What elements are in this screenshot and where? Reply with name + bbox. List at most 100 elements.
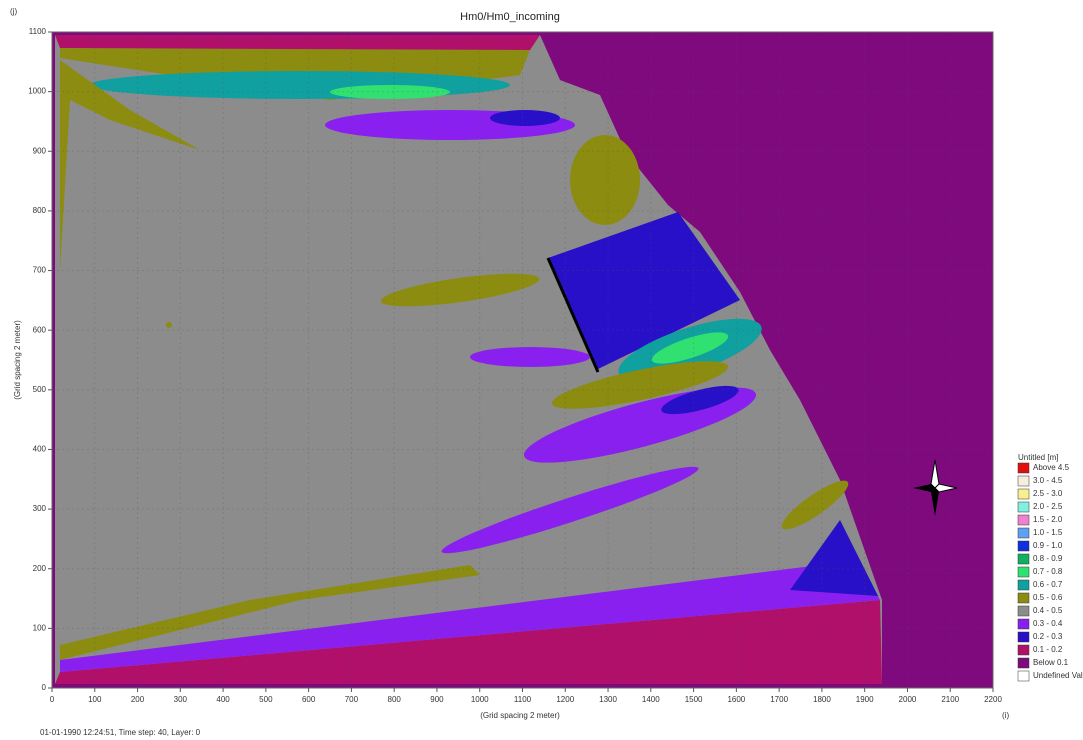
blue-patch [490,110,560,126]
band-blue [790,520,878,596]
x-tick-label: 1800 [813,695,831,704]
map-field [52,32,993,688]
legend-label: 0.2 - 0.3 [1033,632,1063,641]
violet-patch [470,347,590,367]
band-violet [60,560,880,672]
violet-streak [441,466,699,554]
legend-title: Untitled [m] [1018,453,1058,462]
sea-area [55,35,882,684]
legend-label: 0.4 - 0.5 [1033,606,1063,615]
legend-label: 3.0 - 4.5 [1033,476,1063,485]
legend-label: 2.0 - 2.5 [1033,502,1063,511]
y-unit: (j) [10,7,17,16]
blue-block [548,212,740,370]
legend-swatch [1017,488,1030,500]
y-tick-label: 600 [33,325,47,334]
legend-label: 1.5 - 2.0 [1033,515,1063,524]
olive-dot [166,322,172,328]
x-unit: (i) [1002,711,1009,720]
y-tick-label: 200 [33,564,47,573]
legend-swatch [1017,618,1030,630]
legend-label: 0.6 - 0.7 [1033,580,1063,589]
x-tick-label: 1400 [642,695,660,704]
legend-label: Undefined Value [1033,671,1083,680]
olive-patch [781,480,849,530]
legend: Above 4.5 3.0 - 4.5 2.5 - 3.0 2.0 - 2.5 1.5 … [1017,462,1083,682]
olive-patch [551,361,729,409]
x-tick-label: 2100 [941,695,959,704]
legend-label: 0.3 - 0.4 [1033,619,1063,628]
olive-patch [570,135,640,225]
x-tick-label: 1300 [599,695,617,704]
olive-wedge [60,60,200,270]
legend-swatch [1017,514,1030,526]
band-olive [60,565,480,660]
x-tick-label: 900 [430,695,444,704]
breakwater [546,257,600,373]
y-tick-label: 400 [33,445,47,454]
legend-label: 1.0 - 1.5 [1033,528,1063,537]
legend-label: 2.5 - 3.0 [1033,489,1063,498]
grid [51,31,994,689]
x-tick-label: 400 [216,695,230,704]
x-tick-label: 1600 [727,695,745,704]
legend-swatch [1017,501,1030,513]
legend-swatch [1017,670,1030,682]
legend-swatch [1017,579,1030,591]
y-tick-label: 1100 [29,27,47,36]
top-band [55,35,540,52]
legend-label: 0.8 - 0.9 [1033,554,1063,563]
y-tick-label: 100 [33,623,47,632]
legend-swatch [1017,553,1030,565]
legend-swatch [1017,527,1030,539]
legend-swatch [1017,566,1030,578]
x-tick-label: 300 [174,695,188,704]
x-tick-label: 100 [88,695,102,704]
olive-patch [380,273,540,307]
legend-label: 0.9 - 1.0 [1033,541,1063,550]
legend-label: 0.5 - 0.6 [1033,593,1063,602]
x-tick-label: 600 [302,695,316,704]
x-tick-label: 2200 [984,695,1002,704]
top-teal [90,71,510,99]
x-tick-label: 500 [259,695,273,704]
x-tick-label: 800 [388,695,402,704]
y-tick-label: 900 [33,146,47,155]
x-tick-label: 0 [50,695,55,704]
legend-label: Below 0.1 [1033,658,1069,667]
x-axis-label: (Grid spacing 2 meter) [480,711,560,720]
y-tick-label: 1000 [28,87,46,96]
y-axis-label: (Grid spacing 2 meter) [13,320,22,400]
legend-swatch [1017,462,1030,474]
legend-label: 0.1 - 0.2 [1033,645,1063,654]
x-tick-label: 200 [131,695,145,704]
legend-label: Above 4.5 [1033,463,1070,472]
x-tick-label: 2000 [899,695,917,704]
x-tick-label: 1900 [856,695,874,704]
y-tick-label: 700 [33,266,47,275]
top-green [330,85,450,99]
legend-label: 0.7 - 0.8 [1033,567,1063,576]
green-patch [651,332,729,364]
chart-title: Hm0/Hm0_incoming [460,11,560,23]
status-text: 01-01-1990 12:24:51, Time step: 40, Laye… [40,728,201,737]
band-low [55,600,882,684]
x-tick-label: 1500 [685,695,703,704]
x-tick-label: 1200 [556,695,574,704]
x-tick-label: 700 [345,695,359,704]
x-tick-label: 1000 [471,695,489,704]
y-tick-label: 300 [33,504,47,513]
y-tick-label: 0 [42,683,47,692]
y-tick-label: 800 [33,206,47,215]
x-tick-label: 1700 [770,695,788,704]
legend-swatch [1017,657,1030,669]
legend-swatch [1017,644,1030,656]
north-arrow [913,459,958,516]
legend-swatch [1017,605,1030,617]
legend-swatch [1017,592,1030,604]
y-tick-label: 500 [33,385,47,394]
legend-swatch [1017,540,1030,552]
blue-patch [661,385,739,415]
legend-swatch [1017,631,1030,643]
